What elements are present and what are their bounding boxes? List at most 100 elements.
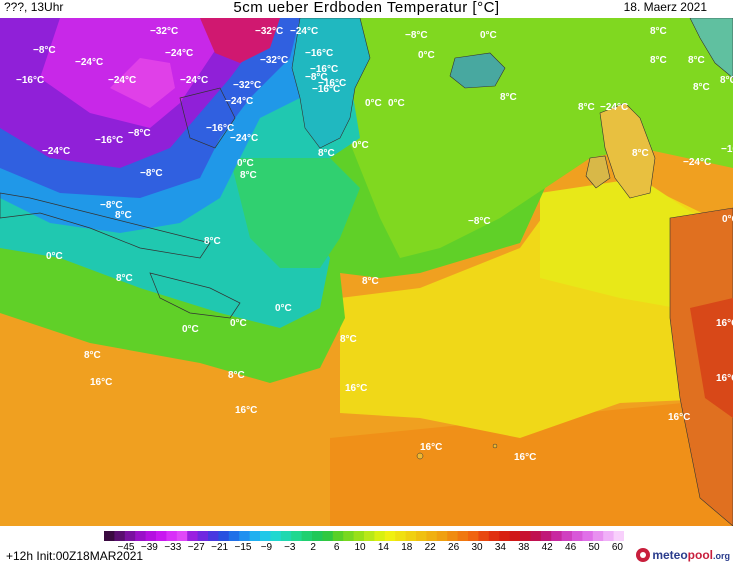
landmass-scandinavia (689, 18, 733, 79)
color-scale-swatch (520, 531, 531, 541)
isotherm-label: 0°C (275, 303, 292, 314)
color-scale-swatch (260, 531, 271, 541)
frozen-zone-crimson (200, 18, 280, 63)
color-scale-swatch (332, 531, 344, 541)
color-scale-ticks: −45 −39 −33 −27 −21 −15 −9 −3 2 6 10 14 18 22 26 30 34 38… (104, 542, 624, 554)
isotherm-label: 8°C (650, 55, 667, 66)
color-scale-tick-label: 26 (448, 542, 460, 553)
color-scale-tick-label: 42 (541, 542, 553, 553)
isotherm-label: −8°C (100, 200, 123, 211)
isotherm-label: −24°C (42, 146, 70, 157)
color-scale-swatch (312, 531, 323, 541)
isotherm-label: 8°C (318, 148, 335, 159)
color-scale-swatch (447, 531, 459, 541)
island-azores (416, 452, 424, 460)
isotherm-label: 0°C (388, 98, 405, 109)
isotherm-label: −32°C (233, 80, 261, 91)
isotherm-label: 0°C (237, 158, 254, 169)
coastline-labrador (0, 192, 211, 259)
color-scale-swatch (187, 531, 199, 541)
isotherm-label: 8°C (500, 92, 517, 103)
isotherm-label: −8°C (468, 216, 491, 227)
color-scale-tick-label: 50 (588, 542, 600, 553)
header-bar: ???, 13Uhr 5cm ueber Erdboden Temperatur… (0, 0, 733, 18)
color-scale-tick-label: −45 (117, 542, 135, 553)
color-scale-swatch (166, 531, 178, 541)
isotherm-label: 8°C (650, 26, 667, 37)
isotherm-label: −8°C (305, 72, 328, 83)
warm-zone-deep-orange (330, 398, 733, 526)
color-scale-swatch (104, 531, 115, 541)
color-scale-tick-label: −9 (260, 542, 273, 553)
color-scale-swatch (343, 531, 355, 541)
color-scale-swatch (499, 531, 511, 541)
color-scale-swatch (124, 531, 136, 541)
isotherm-label: 8°C (362, 276, 379, 287)
color-scale-swatch (364, 531, 375, 541)
color-scale-swatch (270, 531, 282, 541)
brand-name: meteopool.org (652, 548, 730, 562)
isotherm-label: −24°C (225, 96, 253, 107)
color-scale-tick-label: 10 (354, 542, 366, 553)
isotherm-label: −8°C (128, 128, 151, 139)
isotherm-label: −8°C (405, 30, 428, 41)
color-scale-tick-label: 14 (377, 542, 389, 553)
isotherm-label: −24°C (75, 57, 103, 68)
brand-logo[interactable]: meteopool.org (636, 546, 730, 564)
isotherm-label: −24°C (600, 102, 628, 113)
isotherm-label: 0°C (182, 324, 199, 335)
isotherm-label: 16°C (235, 405, 257, 416)
cold-zone-seagreen (230, 158, 360, 268)
isotherm-label: 8°C (115, 210, 132, 221)
landmass-greenland (291, 18, 371, 149)
color-scale-swatch (457, 531, 469, 541)
color-scale-swatch (488, 531, 500, 541)
isotherm-label: −16°C (721, 144, 733, 155)
color-scale-tick-label: −27 (187, 542, 205, 553)
island-madeira (492, 443, 498, 449)
isotherm-label: −24°C (290, 26, 318, 37)
color-scale-swatch (114, 531, 126, 541)
isotherm-label: −24°C (165, 48, 193, 59)
isotherm-label: 8°C (204, 236, 221, 247)
isotherm-label: −16°C (310, 64, 338, 75)
color-scale-tick-label: 60 (611, 542, 623, 553)
isotherm-label: 16°C (90, 377, 112, 388)
isotherm-label: 16°C (668, 412, 690, 423)
isotherm-label: 8°C (340, 334, 357, 345)
isotherm-label: 0°C (418, 50, 435, 61)
isotherm-label: 16°C (345, 383, 367, 394)
color-scale-swatch (156, 531, 167, 541)
color-scale-swatch (228, 531, 240, 541)
color-scale-tick-label: 46 (565, 542, 577, 553)
isotherm-label: −16°C (318, 78, 346, 89)
isotherm-label: 8°C (240, 170, 257, 181)
isotherm-label: −24°C (180, 75, 208, 86)
color-scale-tick-label: 34 (494, 542, 506, 553)
color-scale-swatch (613, 531, 624, 541)
color-scale-swatch (405, 531, 417, 541)
color-scale-swatch (135, 531, 147, 541)
color-scale-tick-label: 6 (333, 542, 340, 553)
color-scale-swatch (426, 531, 438, 541)
isotherm-label: 0°C (230, 318, 247, 329)
color-scale-swatch (291, 531, 303, 541)
color-scale-swatch (603, 531, 615, 541)
isotherm-label: 0°C (722, 214, 733, 225)
isotherm-label: −32°C (260, 55, 288, 66)
color-scale-swatch (468, 531, 479, 541)
color-scale-tick-label: −3 (284, 542, 296, 553)
isotherm-labels: −32°C −32°C −24°C −8°C 0°C 8°C−8°C−24°C−24°C −… (16, 26, 733, 463)
isotherm-label: 0°C (352, 140, 369, 151)
color-scale-tick-label: −33 (164, 542, 182, 553)
isotherm-label: 8°C (228, 370, 245, 381)
color-scale-swatch (530, 531, 542, 541)
color-scale-swatch (239, 531, 251, 541)
color-scale-tick-label: 2 (310, 542, 316, 553)
coastline-baffin (179, 87, 236, 149)
color-scale-swatch (384, 531, 396, 541)
isotherm-label: −16°C (95, 135, 123, 146)
color-scale-tick-label: −21 (211, 542, 229, 553)
isotherm-label: 8°C (632, 148, 649, 159)
isotherm-label: 16°C (716, 373, 733, 384)
